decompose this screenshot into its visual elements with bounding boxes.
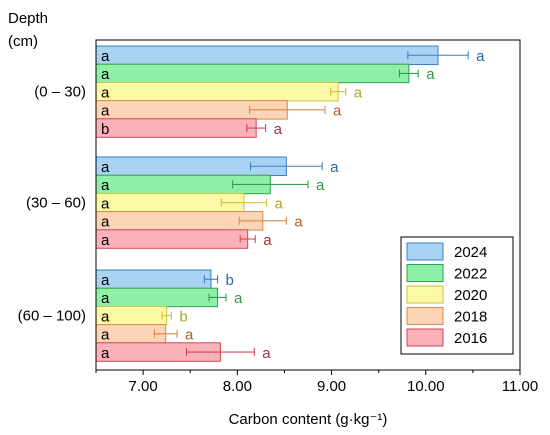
significance-letter-2022-group-3: a (234, 290, 243, 307)
significance-letter-2022-group-1: a (426, 66, 435, 83)
bar-2016-group-2 (95, 229, 249, 249)
legend-swatch-2020 (406, 285, 444, 304)
significance-letter-2024-group-3: b (226, 272, 234, 289)
depth-label: Depth (8, 10, 48, 27)
x-tick-label-4: 10.00 (407, 378, 445, 395)
chart-marks: a aa aa aa ab aa aa aa aa aa aa ba aa ba aa a (95, 45, 485, 362)
legend-label-2018: 2018 (454, 309, 487, 326)
unit-label: (cm) (8, 33, 38, 50)
legend-label-2022: 2022 (454, 266, 487, 283)
x-tick-label-3: 9.00 (317, 378, 346, 395)
x-axis-title: Carbon content (g·kg⁻¹) (229, 411, 388, 428)
legend-label-2016: 2016 (454, 330, 487, 347)
x-tick-label-5: 11.00 (502, 378, 538, 395)
bar-2016-group-1 (95, 118, 257, 138)
legend-swatch-2022 (406, 264, 444, 282)
chart-axes: (0 – 30) (30 – 60) (60 – 100) 7.00 8.00 9.00 1… (18, 39, 538, 428)
legend-swatch-2024 (406, 242, 444, 261)
significance-letter-2020-group-1: a (354, 84, 363, 101)
inner-letter-2020-group-1: a (101, 84, 110, 101)
inner-letter-2018-group-2: a (101, 214, 110, 231)
significance-letter-2024-group-1: a (476, 48, 485, 65)
significance-letter-2018-group-2: a (294, 214, 303, 231)
significance-letter-2024-group-2: a (330, 159, 339, 176)
inner-letter-2020-group-2: a (101, 195, 110, 212)
significance-letter-2018-group-1: a (333, 103, 342, 120)
significance-letter-2016-group-1: a (274, 121, 283, 138)
significance-letter-2020-group-2: a (275, 195, 284, 212)
bar-2024-group-3 (95, 269, 212, 289)
inner-letter-2016-group-2: a (101, 232, 110, 249)
legend: 2024 2022 2020 2018 2016 (400, 236, 514, 355)
significance-letter-2020-group-3: b (179, 308, 187, 325)
legend-label-2024: 2024 (454, 244, 487, 261)
legend-swatch-2016 (406, 328, 444, 347)
inner-letter-2024-group-3: a (101, 272, 110, 289)
inner-letter-2022-group-1: a (101, 66, 110, 83)
bar-2024-group-1 (95, 45, 439, 65)
x-tick-label-2: 8.00 (223, 378, 252, 395)
inner-letter-2016-group-3: a (101, 345, 110, 362)
significance-letter-2022-group-2: a (316, 177, 325, 194)
inner-letter-2018-group-1: a (101, 103, 110, 120)
significance-letter-2016-group-2: a (263, 232, 272, 249)
inner-letter-2022-group-2: a (101, 177, 110, 194)
inner-letter-2020-group-3: a (101, 308, 110, 325)
plot-frame (95, 39, 521, 371)
category-label-1: (0 – 30) (34, 84, 86, 101)
bar-2018-group-2 (95, 211, 264, 231)
legend-swatch-2018 (406, 307, 444, 325)
inner-letter-2024-group-2: a (101, 159, 110, 176)
legend-label-2020: 2020 (454, 287, 487, 304)
bar-2022-group-3 (95, 287, 219, 308)
bar-2020-group-1 (95, 81, 339, 102)
significance-letter-2016-group-3: a (262, 345, 271, 362)
significance-letter-2018-group-3: a (185, 327, 194, 344)
inner-letter-2022-group-3: a (101, 290, 110, 307)
bar-2022-group-1 (95, 63, 410, 84)
category-label-3: (60 – 100) (18, 308, 86, 325)
inner-letter-2018-group-3: a (101, 327, 110, 344)
x-tick-label-1: 7.00 (129, 378, 158, 395)
category-label-2: (30 – 60) (26, 195, 86, 212)
inner-letter-2016-group-1: b (101, 121, 109, 138)
inner-letter-2024-group-1: a (101, 48, 110, 65)
